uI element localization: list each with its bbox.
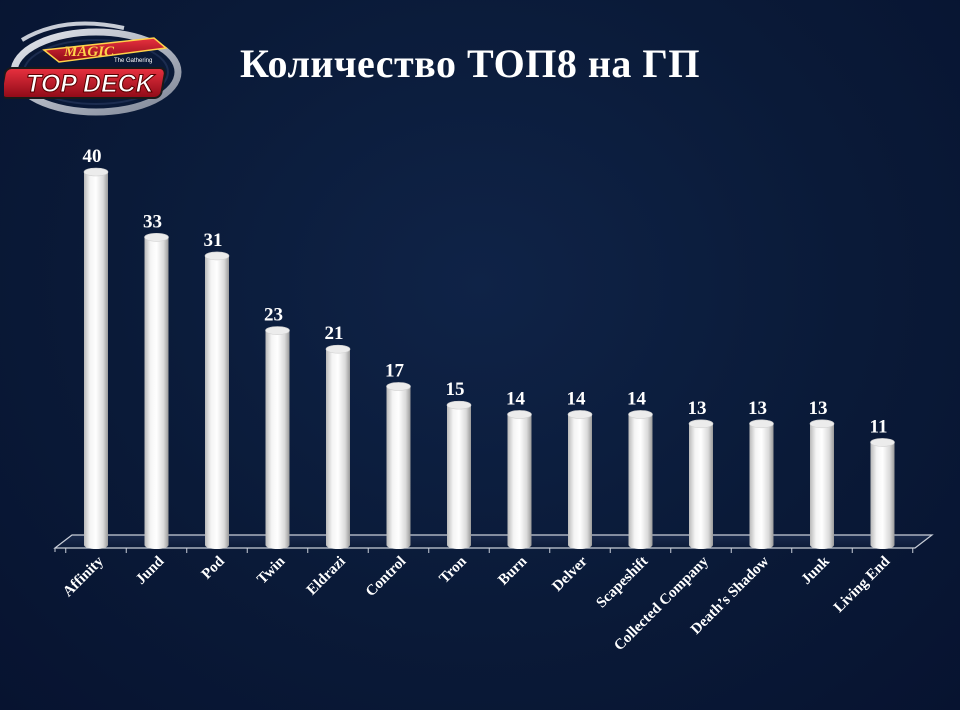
category-label: Control: [363, 554, 409, 600]
bar-body: [749, 423, 774, 549]
value-label: 13: [809, 398, 828, 419]
category-label: Twin: [254, 553, 289, 588]
bar-body: [507, 414, 532, 549]
bar-top: [688, 419, 714, 429]
bar-body: [689, 423, 713, 549]
bar-body: [205, 255, 229, 550]
bar-body: [447, 405, 471, 549]
bar-jund: [144, 232, 169, 549]
bar-top: [749, 419, 774, 429]
bar-top: [386, 382, 411, 391]
bar-top: [809, 419, 835, 429]
value-label: 31: [204, 230, 223, 251]
bar-burn: [507, 410, 532, 549]
bar-living-end: [870, 438, 895, 549]
bar-body: [144, 237, 169, 549]
logo-magic-text: MAGIC: [63, 44, 115, 60]
chart-floor: [53, 534, 934, 553]
bar-top: [446, 400, 472, 410]
bar-body: [628, 414, 653, 549]
bar-body: [810, 423, 834, 549]
value-labels-group: 40 33 31 23 21 17 15 14 14 14 13 13 13 11: [83, 146, 888, 437]
bar-control: [386, 382, 411, 549]
bar-top: [265, 326, 290, 335]
bar-top: [83, 167, 109, 177]
bar-body: [870, 442, 895, 549]
bar-body: [568, 414, 592, 549]
chart-floor-plane: [53, 534, 934, 549]
value-label: 40: [83, 146, 102, 167]
value-label: 14: [627, 388, 647, 409]
logo-subtitle-text: The Gathering: [114, 58, 152, 64]
bar-body: [326, 349, 350, 549]
category-label: Eldrazi: [304, 554, 349, 599]
bar-scapeshift: [628, 410, 653, 549]
bar-body: [386, 386, 411, 549]
bar-body: [84, 172, 108, 549]
topdeck-logo: MAGIC The Gathering TOP DECK: [4, 21, 182, 116]
value-label: 14: [567, 388, 587, 409]
value-label: 21: [325, 323, 344, 344]
category-label: Jund: [133, 553, 168, 588]
bar-top: [507, 410, 532, 419]
category-label: Junk: [799, 553, 834, 588]
category-label: Tron: [437, 553, 471, 587]
value-label: 13: [748, 398, 767, 419]
bar-junk: [809, 419, 835, 549]
value-label: 13: [688, 398, 707, 419]
value-label: 15: [446, 379, 465, 400]
value-label: 14: [506, 388, 526, 409]
bar-eldrazi: [325, 344, 351, 549]
bars-group: [83, 167, 895, 550]
value-label: 17: [385, 360, 405, 381]
value-label: 23: [264, 305, 283, 326]
bar-collected-company: [688, 419, 714, 549]
bar-tron: [446, 400, 472, 549]
category-label: Burn: [495, 553, 530, 588]
bar-pod: [204, 251, 230, 550]
logo-topdeck-text: TOP DECK: [26, 70, 156, 98]
category-label: Living End: [831, 553, 894, 616]
category-label: Affinity: [60, 553, 107, 600]
value-label: 11: [870, 416, 888, 437]
page-title: Количество ТОП8 на ГП: [240, 41, 700, 86]
category-label: Delver: [549, 553, 591, 595]
bar-top: [204, 251, 230, 261]
bar-affinity: [83, 167, 109, 549]
category-labels-group: Affinity Jund Pod Twin Eldrazi Control Tron Bur…: [60, 553, 894, 654]
bar-delver: [567, 410, 593, 549]
category-label: Scapeshift: [593, 554, 651, 612]
bar-body: [265, 330, 290, 549]
bar-top: [567, 410, 593, 419]
bar-top: [325, 344, 351, 354]
value-label: 33: [143, 211, 162, 232]
bar-top: [628, 410, 653, 419]
category-label: Pod: [199, 553, 228, 582]
bar-twin: [265, 326, 290, 549]
bar-death-s-shadow: [749, 419, 774, 549]
bar-top: [144, 232, 169, 242]
bar-top: [870, 438, 895, 447]
